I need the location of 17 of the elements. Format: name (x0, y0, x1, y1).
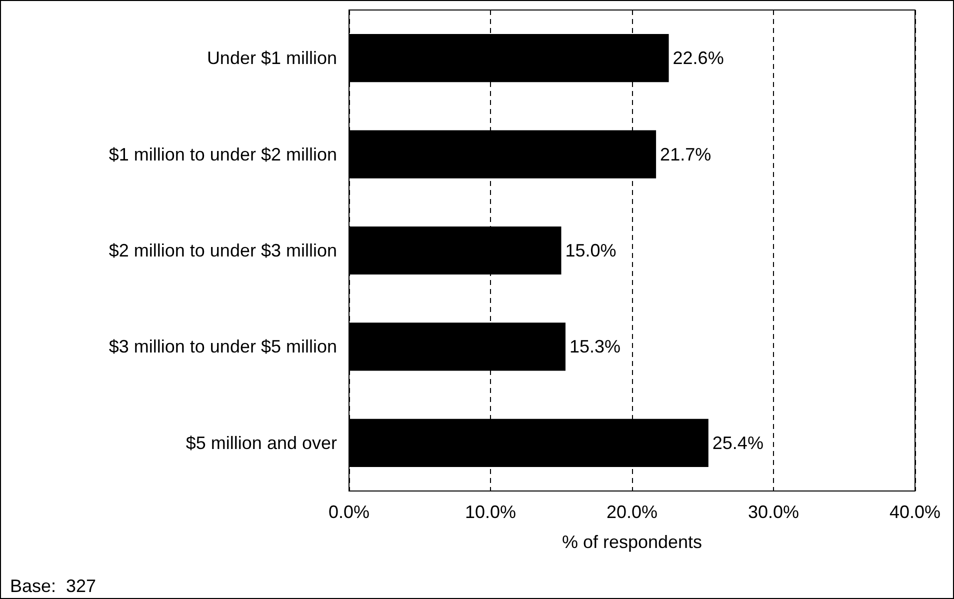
x-tick-label: 20.0% (606, 502, 658, 522)
x-tick-label: 0.0% (328, 502, 370, 522)
y-tick-label: $5 million and over (186, 432, 337, 453)
x-tick-label: 10.0% (464, 502, 516, 522)
data-label: 15.3% (569, 336, 621, 357)
data-label: 15.0% (565, 240, 616, 260)
y-tick-label: $1 million to under $2 million (108, 144, 337, 164)
data-label: 22.6% (672, 48, 724, 68)
y-tick-label: $3 million to under $5 million (108, 336, 337, 357)
text: Base: 327 (10, 576, 96, 596)
x-axis-title: % of respondents (562, 532, 702, 552)
y-tick-label: Under $1 million (206, 48, 337, 68)
x-tick-label: 40.0% (889, 502, 941, 522)
data-label: 25.4% (712, 432, 764, 453)
data-label: 21.7% (660, 144, 712, 164)
x-tick-label: 30.0% (748, 502, 800, 522)
y-tick-label: $2 million to under $3 million (108, 240, 337, 260)
